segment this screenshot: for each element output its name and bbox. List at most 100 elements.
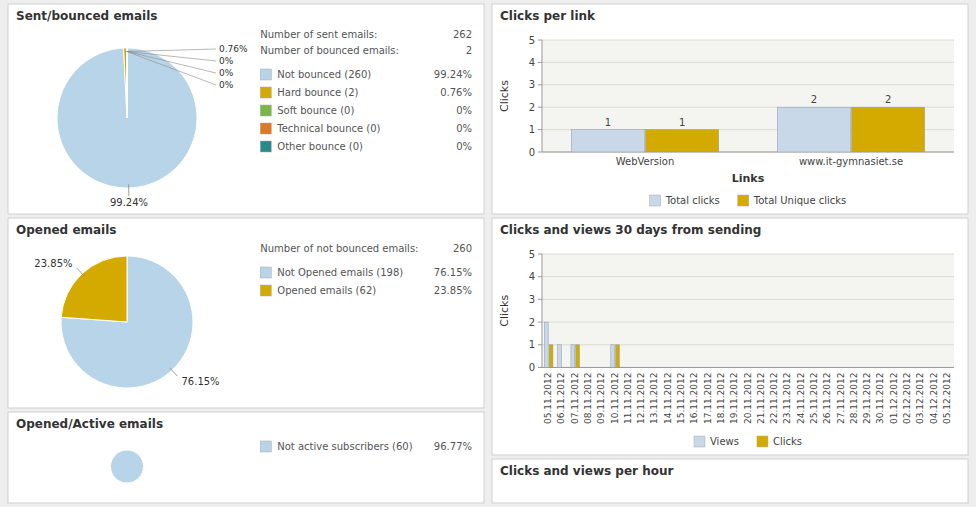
pie-labels: 99.24%0.76%0%0%0% <box>110 44 248 208</box>
legend-swatch <box>260 87 271 98</box>
bar <box>549 345 553 368</box>
bar <box>943 367 947 368</box>
tick-label: 10.11.2012 <box>610 372 620 424</box>
tick-label: 12.11.2012 <box>636 372 646 424</box>
tick-label: www.it-gymnasiet.se <box>799 156 903 167</box>
data-label: 76.15% <box>181 376 219 387</box>
panel-frame <box>492 459 968 503</box>
bar <box>881 367 885 368</box>
grid-line <box>542 276 954 277</box>
bar <box>611 345 615 368</box>
legend-swatch <box>260 285 271 296</box>
bar <box>544 322 548 367</box>
y-axis: 012345 <box>529 249 954 373</box>
legend-value: 76.15% <box>434 267 472 278</box>
bar <box>709 367 713 368</box>
tick-label: 01.12.2012 <box>889 372 899 424</box>
bar <box>852 107 925 152</box>
panel: Opened/Active emails Not active subscribe… <box>8 412 484 503</box>
data-label: 0% <box>219 80 234 90</box>
tick-label: 11.11.2012 <box>623 372 633 424</box>
annotation: Number of sent emails: <box>260 29 377 40</box>
grid-line <box>542 40 954 41</box>
leader-line <box>125 49 216 52</box>
annotation: Number of not bounced emails: <box>260 243 418 254</box>
bar <box>571 130 644 152</box>
y-axis: 012345 <box>529 35 954 158</box>
legend: Not bounced (260)99.24%Hard bounce (2)0.… <box>260 69 472 152</box>
plot-area <box>542 40 954 152</box>
pie-slice <box>126 48 127 118</box>
legend-swatch <box>260 141 271 152</box>
legend-swatch <box>260 105 271 116</box>
bar <box>704 367 708 368</box>
data-label: 2 <box>885 94 891 105</box>
panel-frame <box>8 412 484 503</box>
tick <box>538 129 542 130</box>
pie-slice <box>126 48 127 118</box>
tick-label: 26.11.2012 <box>822 372 832 424</box>
bar <box>584 367 588 368</box>
tick-label: 29.11.2012 <box>862 372 872 424</box>
panel: Opened emails76.15%23.85%Number of not b… <box>8 218 484 408</box>
bar <box>815 367 819 368</box>
x-axis: 05.11.201206.11.201207.11.201208.11.2012… <box>543 372 952 424</box>
panel: Sent/bounced emails99.24%0.76%0%0%0%Numb… <box>8 4 484 214</box>
tick-label: 3 <box>529 79 535 90</box>
bar <box>850 367 854 368</box>
tick-label: 1 <box>529 339 535 350</box>
bar <box>695 367 699 368</box>
chart-title: Opened/Active emails <box>16 417 163 431</box>
tick-label: 06.11.2012 <box>556 372 566 424</box>
axis-line <box>542 254 543 367</box>
legend-entry: Not active subscribers (60) <box>277 441 412 452</box>
bar <box>655 367 659 368</box>
legend: ViewsClicks <box>694 436 802 447</box>
data-labels: 1212 <box>605 94 892 127</box>
bars <box>571 107 924 152</box>
legend: Total clicksTotal Unique clicks <box>650 195 847 206</box>
legend-value: 0% <box>456 141 472 152</box>
legend-entry: Not bounced (260) <box>277 69 371 80</box>
bar <box>877 367 881 368</box>
tick <box>538 367 542 368</box>
legend-swatch <box>260 267 271 278</box>
leader-line <box>127 52 216 74</box>
bar <box>629 367 633 368</box>
panel: Clicks and views 30 days from sending012… <box>492 218 968 455</box>
tick-label: 15.11.2012 <box>676 372 686 424</box>
legend-entry: Other bounce (0) <box>277 141 363 152</box>
tick-label: 20.11.2012 <box>743 372 753 424</box>
grid-line <box>542 299 954 300</box>
tick-label: 17.11.2012 <box>703 372 713 424</box>
tick <box>538 62 542 63</box>
data-label: 0% <box>219 68 234 78</box>
legend-swatch <box>650 195 661 206</box>
bar <box>823 367 827 368</box>
background <box>0 0 976 507</box>
data-label: 99.24% <box>110 197 148 208</box>
legend-value: 99.24% <box>434 69 472 80</box>
data-label: 1 <box>679 117 685 128</box>
bar <box>664 367 668 368</box>
bar <box>682 367 686 368</box>
tick-label: 2 <box>529 102 535 113</box>
panel: Clicks and views per hour <box>492 459 968 503</box>
bar <box>616 345 620 368</box>
panel-frame <box>8 218 484 408</box>
legend: Not Opened emails (198)76.15%Opened emai… <box>260 267 472 296</box>
bar <box>788 367 792 368</box>
leader-line <box>77 268 85 276</box>
bar <box>646 130 719 152</box>
legend-value: 0% <box>456 105 472 116</box>
data-label: 0% <box>219 56 234 66</box>
legend-swatch <box>260 69 271 80</box>
tick-label: 08.11.2012 <box>583 372 593 424</box>
legend-entry: Clicks <box>773 436 802 447</box>
bar <box>624 367 628 368</box>
bar <box>810 367 814 368</box>
bar <box>837 367 841 368</box>
grid-line <box>542 344 954 345</box>
bar <box>642 367 646 368</box>
legend-swatch <box>260 123 271 134</box>
